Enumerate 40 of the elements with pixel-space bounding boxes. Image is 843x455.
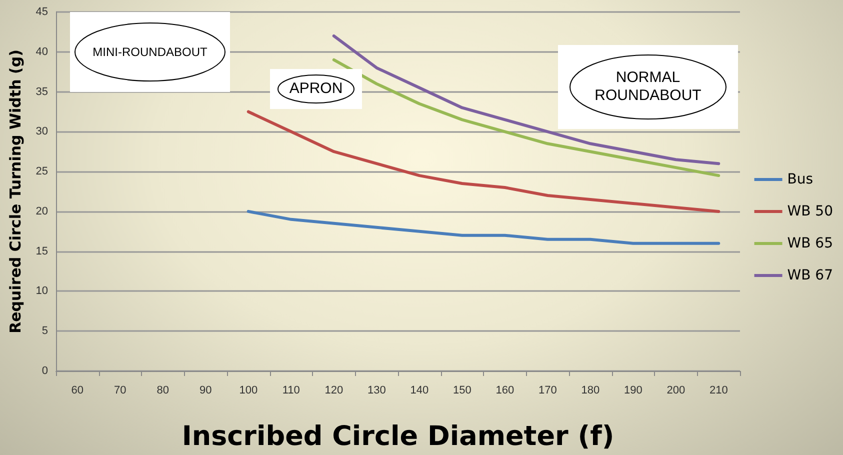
x-tick-label: 80	[156, 384, 169, 396]
x-tick-label: 210	[709, 384, 728, 396]
annotation: MINI-ROUNDABOUT	[92, 44, 208, 60]
x-tick-label: 160	[496, 384, 514, 396]
x-tick-label: 120	[324, 384, 344, 396]
legend-label: WB 65	[787, 236, 834, 252]
y-tick-label: 30	[36, 126, 48, 138]
x-tick-label: 110	[282, 384, 300, 396]
x-tick-label: 200	[666, 384, 686, 396]
y-tick-label: 35	[36, 86, 48, 98]
line-series	[246, 210, 720, 245]
x-tick-label: 180	[581, 384, 600, 396]
x-axis-title: Inscribed Circle Diameter (f)	[182, 421, 614, 452]
x-tick-label: 70	[114, 384, 126, 396]
x-tick-label: 150	[452, 384, 472, 396]
label-box: APRON	[270, 69, 362, 109]
label-box: MINI-ROUNDABOUT	[70, 12, 230, 92]
legend-label: WB 67	[787, 268, 834, 284]
label-box: NORMAL ROUNDABOUT	[558, 45, 738, 129]
y-tick-label: 25	[36, 166, 48, 178]
y-tick-label: 5	[42, 325, 48, 338]
x-tick-label: 190	[624, 384, 642, 396]
y-tick-label: 0	[42, 365, 48, 377]
x-tick-label: 130	[367, 384, 386, 396]
annotation: APRON	[288, 80, 344, 98]
line-series	[246, 110, 720, 213]
x-tick-label: 90	[200, 384, 212, 396]
y-tick-label: 45	[36, 6, 48, 18]
y-tick-label: 20	[36, 205, 48, 218]
x-tick-label: 100	[239, 384, 258, 396]
x-tick-label: 140	[410, 384, 429, 396]
legend-label: Bus	[787, 172, 814, 188]
x-tick-label: 170	[538, 384, 557, 396]
legend-label: WB 50	[787, 204, 834, 220]
annotation: NORMAL ROUNDABOUT	[594, 69, 702, 105]
y-tick-label: 10	[36, 285, 48, 298]
y-tick-label: 15	[36, 245, 48, 258]
y-axis-title: Required Circle Turning Width (g)	[6, 50, 24, 334]
y-tick-label: 40	[36, 46, 48, 58]
x-tick-label: 60	[71, 384, 84, 396]
